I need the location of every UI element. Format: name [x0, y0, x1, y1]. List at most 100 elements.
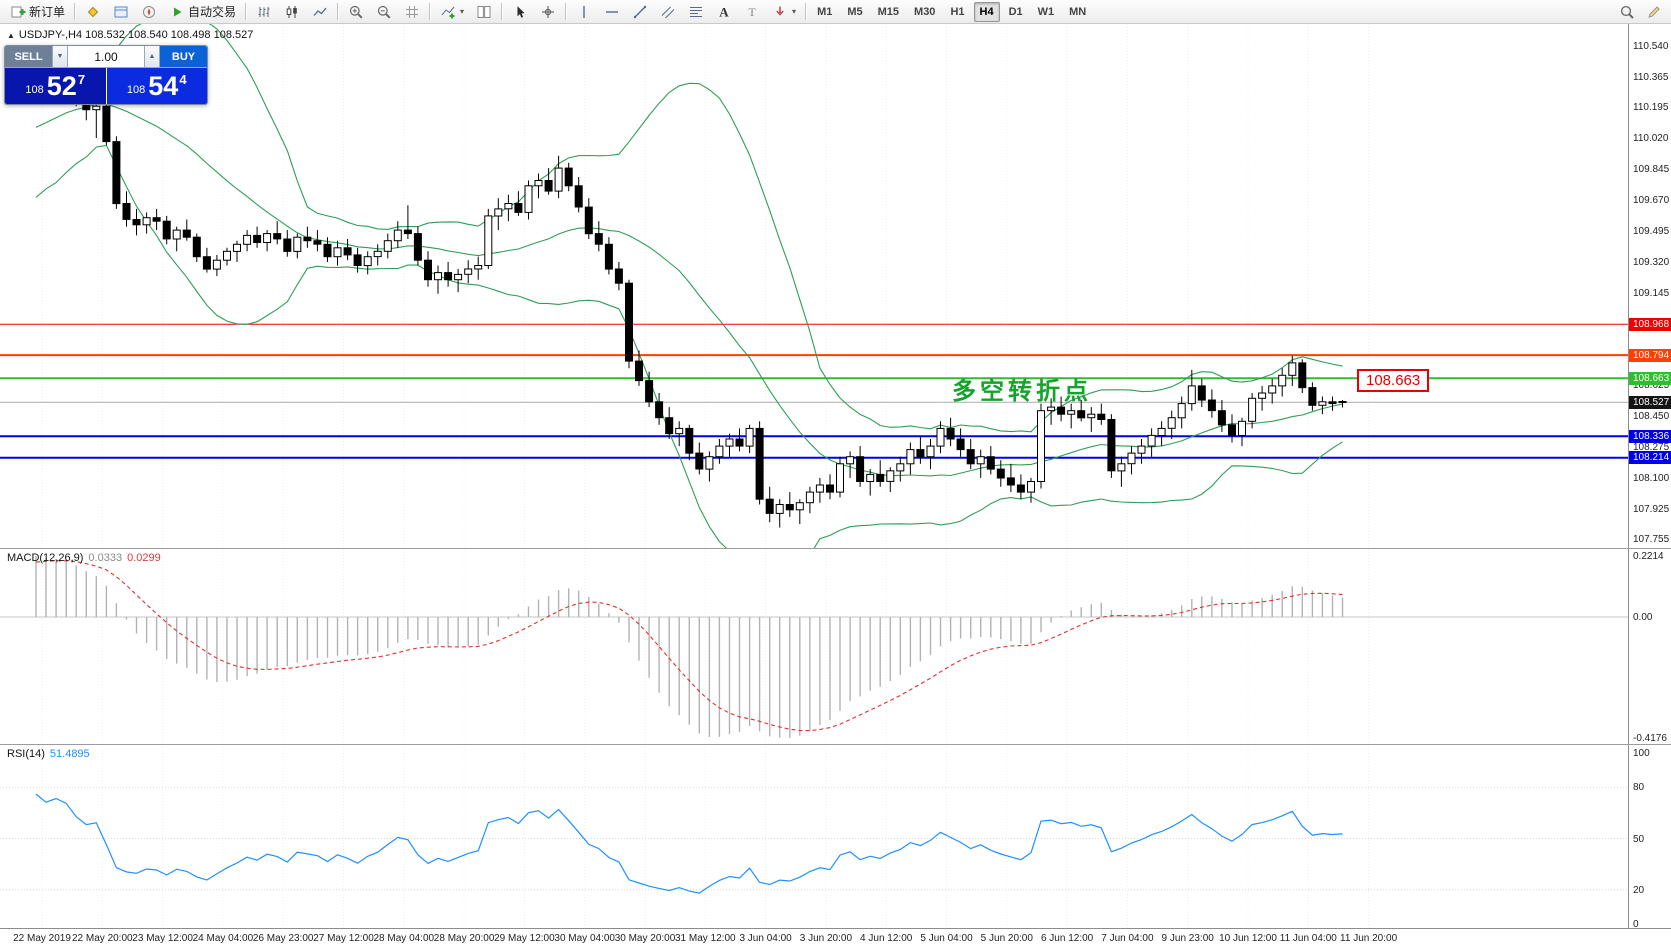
fibonacci-button[interactable] — [682, 1, 709, 23]
timeframe-button-W1[interactable]: W1 — [1037, 5, 1055, 18]
timeframe-button-M30[interactable]: M30 — [914, 5, 936, 18]
macd-axis-label: 0.00 — [1633, 612, 1653, 623]
label-button[interactable]: T — [738, 1, 765, 23]
time-axis[interactable]: 22 May 2019 22 May 20:00 23 May 12:00 24 Ma… — [0, 928, 1671, 947]
symbol-ohlc-text: USDJPY-,H4 108.532 108.540 108.498 108.5… — [18, 29, 254, 41]
new-order-button[interactable]: 新订单 — [4, 1, 70, 23]
price-badge: 108.214 — [1629, 451, 1671, 464]
volume-input[interactable] — [68, 46, 144, 67]
bid-price-tile[interactable]: 108 52 7 — [5, 68, 106, 104]
timeframe-button-MN[interactable]: MN — [1069, 5, 1087, 18]
autotrading-button[interactable]: 自动交易 — [163, 1, 241, 23]
macd-value-signal: 0.0299 — [127, 552, 161, 564]
zoom-in-button[interactable] — [342, 1, 369, 23]
zoom-out-button[interactable] — [370, 1, 397, 23]
toolbar: 新订单 自动交易 ▾ A T ▾ M1 M5 M15 M30 H1 H4 D1 W1 MN — [0, 0, 1671, 24]
time-label: 30 May 20:00 — [614, 933, 676, 944]
time-label: 28 May 04:00 — [373, 933, 435, 944]
arrows-button[interactable]: ▾ — [766, 1, 801, 23]
svg-text:T: T — [748, 5, 756, 19]
price-flag-label: 108.663 — [1357, 369, 1430, 392]
channel-button[interactable] — [654, 1, 681, 23]
ask-price-tile[interactable]: 108 54 4 — [106, 68, 207, 104]
price-tick: 109.845 — [1633, 164, 1670, 175]
indicators-icon — [439, 3, 456, 20]
horizontal-line-icon — [603, 3, 620, 20]
vertical-line-button[interactable] — [570, 1, 597, 23]
tile-windows-button[interactable] — [470, 1, 497, 23]
time-label: 3 Jun 04:00 — [739, 933, 792, 944]
timeframe-button-H4[interactable]: H4 — [973, 1, 1000, 22]
label-icon: T — [743, 3, 760, 20]
ask-price-prefix: 108 — [126, 84, 146, 96]
bar-chart-mode-button[interactable] — [250, 1, 277, 23]
bar-chart-icon — [255, 3, 272, 20]
data-window-icon — [112, 3, 129, 20]
horizontal-line-button[interactable] — [598, 1, 625, 23]
one-click-toggle-icon[interactable]: ▲ — [7, 31, 15, 40]
new-order-icon — [9, 3, 26, 20]
text-button[interactable]: A — [710, 1, 737, 23]
rsi-plot — [0, 786, 1628, 894]
price-axis[interactable]: 110.540 110.365 110.195 110.020 109.845 109.6… — [1628, 24, 1671, 930]
time-label: 10 Jun 12:00 — [1219, 933, 1277, 944]
panel-divider[interactable] — [0, 744, 1671, 745]
macd-value-main: 0.0333 — [88, 552, 123, 564]
timeframe-button-M15[interactable]: M15 — [877, 5, 900, 18]
search-button[interactable] — [1613, 1, 1640, 23]
vertical-line-icon — [575, 3, 592, 20]
indicators-button[interactable]: ▾ — [434, 1, 469, 23]
macd-axis-label: 0.2214 — [1633, 551, 1664, 562]
sell-button[interactable]: SELL — [5, 46, 52, 67]
cursor-icon — [511, 3, 528, 20]
buy-button[interactable]: BUY — [160, 46, 207, 67]
time-label: 6 Jun 12:00 — [1040, 933, 1094, 944]
macd-indicator-label: MACD(12,26,9) 0.0333 0.0299 — [7, 552, 161, 564]
toolbar-right-group — [1613, 1, 1667, 23]
grid-icon — [403, 3, 420, 20]
arrow-icon — [771, 3, 788, 20]
panel-divider[interactable] — [0, 548, 1671, 549]
volume-step-up-button[interactable]: ▲ — [144, 46, 160, 67]
price-tick: 109.320 — [1633, 257, 1670, 268]
price-tick: 109.145 — [1633, 288, 1670, 299]
grid-button[interactable] — [398, 1, 425, 23]
market-watch-button[interactable] — [79, 1, 106, 23]
timeframe-button-H1[interactable]: H1 — [950, 5, 965, 18]
time-label: 28 May 20:00 — [433, 933, 495, 944]
navigator-button[interactable] — [135, 1, 162, 23]
toolbar-separator — [565, 3, 567, 20]
line-chart-mode-button[interactable] — [306, 1, 333, 23]
data-window-button[interactable] — [107, 1, 134, 23]
time-label: 30 May 04:00 — [554, 933, 615, 944]
candle-chart-mode-button[interactable] — [278, 1, 305, 23]
cursor-button[interactable] — [506, 1, 533, 23]
autotrading-button-label: 自动交易 — [188, 5, 237, 19]
zoom-out-icon — [375, 3, 392, 20]
bollinger-bands — [35, 24, 1343, 548]
volume-step-down-button[interactable]: ▼ — [52, 46, 68, 67]
price-tick: 110.020 — [1633, 133, 1669, 144]
bollinger-lower-line — [35, 144, 1343, 548]
play-icon — [168, 3, 185, 20]
price-tick: 109.495 — [1633, 226, 1670, 237]
toolbar-separator — [245, 3, 247, 20]
crosshair-button[interactable] — [534, 1, 561, 23]
trendline-button[interactable] — [626, 1, 653, 23]
timeframe-button-M1[interactable]: M1 — [817, 5, 833, 18]
market-watch-icon — [84, 3, 101, 20]
horizontal-lines-layer — [0, 323, 1628, 459]
timeframe-button-D1[interactable]: D1 — [1008, 5, 1023, 18]
candles-layer — [32, 61, 1347, 528]
bid-price-big: 52 — [46, 71, 77, 101]
quick-edit-button[interactable] — [1640, 1, 1667, 23]
macd-signal-line — [35, 560, 1343, 732]
time-label: 5 Jun 20:00 — [980, 933, 1033, 944]
price-tick: 108.625 — [1633, 380, 1670, 391]
bollinger-upper-line — [35, 24, 1343, 433]
rsi-axis-label: 100 — [1633, 748, 1650, 759]
timeframe-button-M5[interactable]: M5 — [847, 5, 863, 18]
rsi-name: RSI(14) — [7, 748, 45, 760]
rsi-axis-label: 0 — [1633, 919, 1639, 930]
